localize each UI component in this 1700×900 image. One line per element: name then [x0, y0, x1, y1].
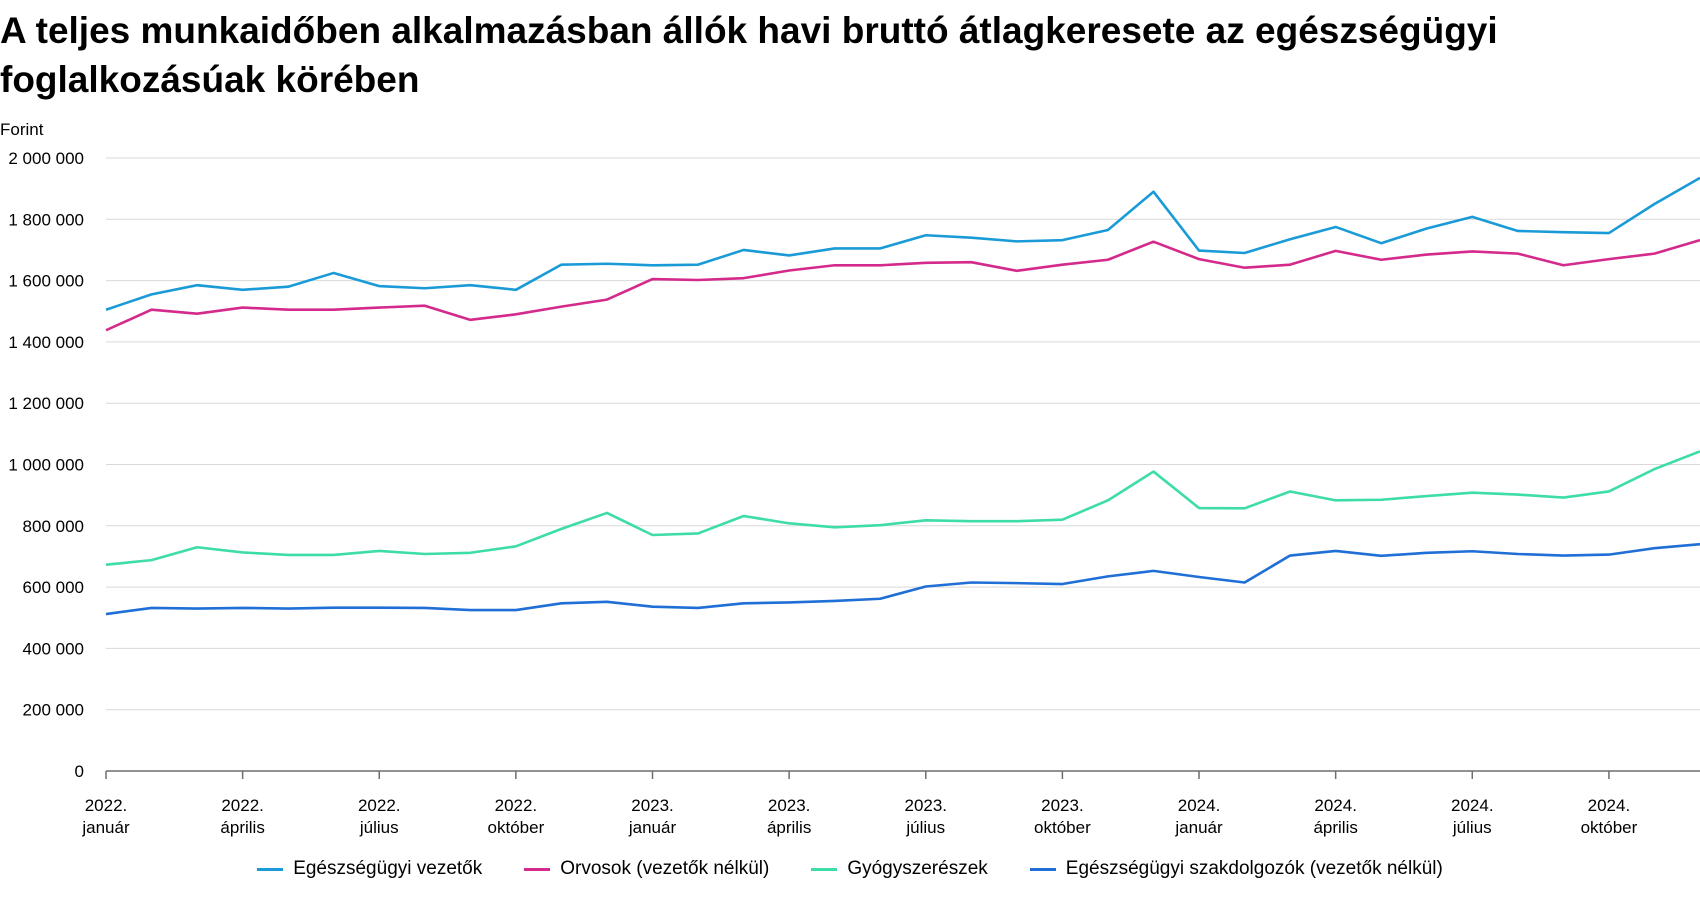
legend-item: Orvosok (vezetők nélkül)	[524, 858, 769, 880]
x-tick-label-year: 2024.	[1588, 796, 1631, 815]
y-tick-label: 800 000	[23, 517, 84, 536]
legend-swatch	[811, 867, 838, 871]
x-tick-label-year: 2024.	[1178, 796, 1221, 815]
y-tick-label: 1 000 000	[8, 456, 84, 475]
x-tick-label-month: április	[767, 818, 811, 837]
y-tick-label: 1 600 000	[8, 272, 84, 291]
series-line-2	[105, 450, 1700, 567]
legend-label: Egészségügyi szakdolgozók (vezetők nélkü…	[1065, 858, 1443, 879]
x-tick-label-year: 2022.	[358, 796, 401, 815]
x-tick-label-year: 2022.	[495, 796, 538, 815]
legend-label: Gyógyszerészek	[847, 858, 988, 879]
legend-swatch	[1029, 867, 1056, 871]
x-tick-label-year: 2022.	[85, 796, 128, 815]
x-tick-label-year: 2023.	[768, 796, 811, 815]
x-tick-label-year: 2022.	[221, 796, 264, 815]
x-tick-label-year: 2024.	[1314, 796, 1357, 815]
x-tick-label-year: 2023.	[904, 796, 947, 815]
legend-item: Gyógyszerészek	[811, 858, 988, 880]
chart-title: A teljes munkaidőben alkalmazásban állók…	[0, 10, 1498, 100]
y-tick-label: 0	[75, 762, 84, 781]
x-tick-label-year: 2023.	[631, 796, 674, 815]
y-tick-label: 1 400 000	[8, 333, 84, 352]
x-tick-label-month: október	[488, 818, 545, 837]
legend-swatch	[524, 867, 551, 871]
x-tick-label-month: július	[1452, 818, 1492, 837]
series-line-1	[105, 238, 1700, 332]
y-axis-label: Forint	[0, 120, 44, 139]
x-tick-label-month: január	[628, 818, 677, 837]
series-line-3	[105, 542, 1700, 616]
legend-label: Egészségügyi vezetők	[293, 858, 483, 879]
y-tick-label: 1 200 000	[8, 394, 84, 413]
legend-item: Egészségügyi szakdolgozók (vezetők nélkü…	[1029, 858, 1443, 880]
x-tick-label-year: 2024.	[1451, 796, 1494, 815]
y-tick-label: 1 800 000	[8, 210, 84, 229]
x-tick-label-month: október	[1034, 818, 1091, 837]
x-tick-label-month: április	[1313, 818, 1357, 837]
legend-swatch	[257, 867, 284, 871]
x-tick-label-month: július	[905, 818, 945, 837]
x-tick-label-month: október	[1581, 818, 1638, 837]
x-tick-label-month: január	[1174, 818, 1223, 837]
legend-label: Orvosok (vezetők nélkül)	[560, 858, 770, 879]
y-tick-label: 600 000	[23, 578, 84, 597]
x-tick-label-month: január	[81, 818, 130, 837]
x-tick-label-month: április	[220, 818, 264, 837]
x-tick-label-month: július	[359, 818, 399, 837]
x-tick-label-year: 2023.	[1041, 796, 1084, 815]
y-tick-label: 2 000 000	[8, 149, 84, 168]
legend-item: Egészségügyi vezetők	[257, 858, 482, 880]
series-line-0	[105, 176, 1700, 311]
y-tick-label: 400 000	[23, 639, 84, 658]
legend: Egészségügyi vezetők Orvosok (vezetők nél…	[0, 858, 1700, 880]
y-tick-label: 200 000	[23, 701, 84, 720]
